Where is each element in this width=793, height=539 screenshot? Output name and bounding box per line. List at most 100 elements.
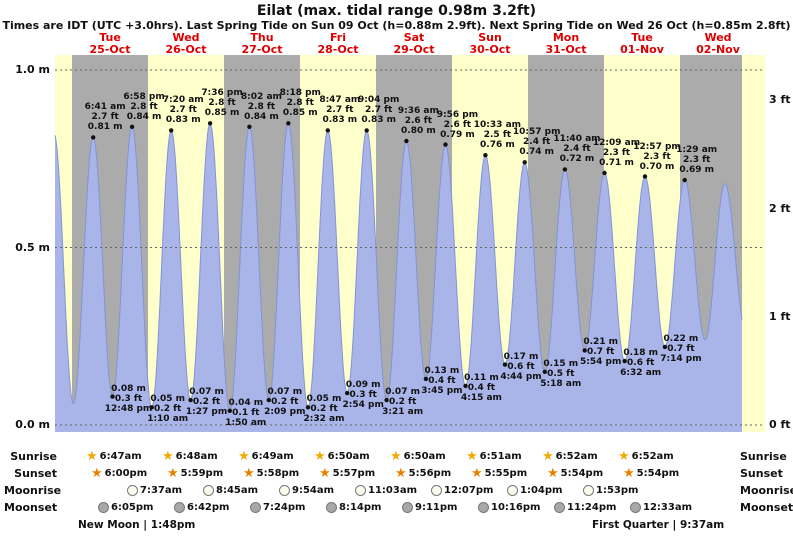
moonset-time: 9:11pm: [415, 502, 458, 513]
sunrise-entry: ★ 6:47am: [86, 449, 142, 464]
y-axis-tick-ft: 2 ft: [769, 202, 793, 215]
high-tide-label-line: 2.8 ft: [208, 98, 236, 109]
low-tide-label-line: 0.2 ft: [310, 404, 338, 415]
moonset-entry: 11:24pm: [554, 500, 616, 515]
tide-extreme-dot: [364, 128, 369, 133]
high-tide-label-line: 0.84 m: [244, 111, 279, 122]
sunrise-entry: ★ 6:52am: [542, 449, 598, 464]
day-label-line: 02-Nov: [696, 42, 740, 56]
high-tide-label: 9:56 pm 2.6 ft 0.79 m: [431, 110, 483, 140]
y-axis-tick-m-line: 0.5 m: [15, 240, 50, 254]
sunset-time: 5:54pm: [636, 468, 680, 479]
day-label-line: Sat: [403, 31, 425, 44]
y-axis-tick-m: 0.0 m: [2, 418, 50, 431]
low-tide-label-line: 0.7 ft: [587, 347, 615, 358]
sun-icon: ★: [238, 449, 250, 464]
moonrise-entry: 11:03am: [355, 483, 417, 498]
sunset-entry: ★ 5:58pm: [243, 466, 299, 481]
day-label-line: 26-Oct: [165, 42, 207, 56]
moonrise-time: 8:45am: [216, 485, 259, 496]
low-tide-label-line: 0.2 ft: [192, 397, 221, 408]
high-tide-label-line: 0.85 m: [204, 108, 240, 119]
sunrise-row-label-right: Sunrise: [740, 450, 787, 463]
moon-icon: [203, 485, 214, 496]
high-tide-label-line: 2.8 ft: [130, 101, 158, 112]
day-label-line: Tue: [631, 31, 653, 44]
high-tide-label: 12:09 am 2.3 ft 0.71 m: [590, 138, 642, 168]
high-tide-label-line: 2.8 ft: [286, 98, 314, 109]
y-axis-tick-ft-line: 1 ft: [769, 309, 791, 323]
sun-icon: ★: [466, 449, 478, 464]
high-tide-label: 6:58 pm 2.8 ft 0.84 m: [118, 92, 170, 122]
tide-extreme-dot: [602, 170, 607, 176]
sunset-time: 5:54pm: [560, 468, 604, 479]
tide-extreme-dot: [110, 394, 115, 399]
low-tide-label-line: 2:32 am: [303, 414, 345, 425]
high-tide-label-line: 8:18 pm: [279, 88, 321, 99]
low-tide-label-line: 0.3 ft: [114, 393, 143, 404]
chart-subtitle: Times are IDT (UTC +3.0hrs). Last Spring…: [2, 19, 791, 32]
high-tide-label-line: 0.70 m: [639, 161, 675, 172]
sunset-entry: ★ 5:59pm: [167, 466, 223, 481]
tide-extreme-dot: [463, 383, 468, 389]
y-axis-tick-ft: 3 ft: [769, 93, 793, 106]
day-label: Mon 31-Oct: [534, 32, 598, 55]
day-label: Tue 25-Oct: [78, 32, 142, 55]
moonset-time: 11:24pm: [567, 502, 617, 513]
low-tide-label-line: 3:45 pm: [421, 385, 463, 396]
tide-extreme-dot: [582, 348, 587, 353]
y-axis-tick-m-line: 1.0 m: [15, 63, 50, 76]
low-tide-label: 0.11 m 0.4 ft 4:15 am: [455, 373, 507, 403]
high-tide-label-line: 2.8 ft: [247, 101, 276, 112]
high-tide-label: 9:36 am 2.6 ft 0.80 m: [392, 106, 444, 136]
sun-icon: ★: [167, 466, 179, 481]
y-axis-tick-m: 1.0 m: [2, 63, 50, 76]
moonset-time: 12:33am: [643, 502, 692, 513]
chart-title: Eilat (max. tidal range 0.98m 3.2ft): [256, 3, 537, 19]
low-tide-label-line: 0.2 ft: [271, 397, 299, 408]
high-tide-label: 8:47 am 2.7 ft 0.83 m: [314, 95, 366, 125]
high-tide-label-line: 0.71 m: [599, 157, 634, 168]
low-tide-label-line: 0.1 ft: [232, 407, 260, 418]
tide-extreme-dot: [305, 405, 311, 410]
high-tide-label-line: 0.72 m: [559, 154, 595, 165]
low-tide-label-line: 0.05 m: [306, 394, 342, 405]
moonset-entry: 9:11pm: [402, 500, 457, 515]
tide-extreme-dot: [562, 167, 568, 172]
tide-extreme-dot: [502, 362, 508, 367]
high-tide-label-line: 0.74 m: [519, 147, 555, 158]
low-tide-label: 0.07 m 0.2 ft 1:27 pm: [181, 387, 233, 417]
tide-extreme-dot: [227, 408, 232, 413]
moon-icon: [507, 485, 518, 496]
sunset-time: 5:56pm: [408, 468, 452, 479]
tide-extreme-dot: [622, 358, 627, 364]
y-axis-tick-ft: 1 ft: [769, 310, 793, 323]
sunrise-entry: ★ 6:51am: [466, 449, 522, 464]
day-label: Thu 27-Oct: [230, 32, 294, 55]
y-axis-tick-ft-line: 2 ft: [769, 201, 791, 215]
high-tide-label-line: 2.3 ft: [602, 147, 631, 158]
tide-extreme-dot: [443, 142, 448, 147]
moonset-time: 6:05pm: [111, 502, 154, 513]
high-tide-label-line: 10:57 pm: [512, 127, 561, 138]
high-tide-label: 10:33 am 2.5 ft 0.76 m: [471, 120, 523, 150]
tide-extreme-dot: [404, 138, 409, 144]
low-tide-label-line: 0.6 ft: [627, 358, 655, 369]
low-tide-label-line: 4:44 pm: [500, 371, 542, 382]
moonrise-entry: 1:53pm: [583, 483, 638, 498]
sunrise-time: 6:48am: [175, 451, 218, 462]
tide-extreme-dot: [642, 174, 648, 179]
sunrise-time: 6:49am: [251, 451, 294, 462]
sunrise-time: 6:51am: [479, 451, 522, 462]
moon-phase-label-line: New Moon | 1:48pm: [78, 519, 196, 531]
moonset-time: 8:14pm: [339, 502, 382, 513]
moonrise-time: 7:37am: [140, 485, 183, 496]
sunset-time: 5:55pm: [484, 468, 528, 479]
moon-phase-label: New Moon | 1:48pm: [78, 519, 195, 531]
moonset-time: 6:42pm: [187, 502, 230, 513]
tide-extreme-dot: [325, 128, 330, 133]
day-label: Wed 26-Oct: [154, 32, 218, 55]
sunset-row-label-right: Sunset: [740, 467, 783, 480]
high-tide-label: 9:04 pm 2.7 ft 0.83 m: [353, 95, 405, 125]
low-tide-label-line: 4:15 am: [460, 392, 502, 403]
